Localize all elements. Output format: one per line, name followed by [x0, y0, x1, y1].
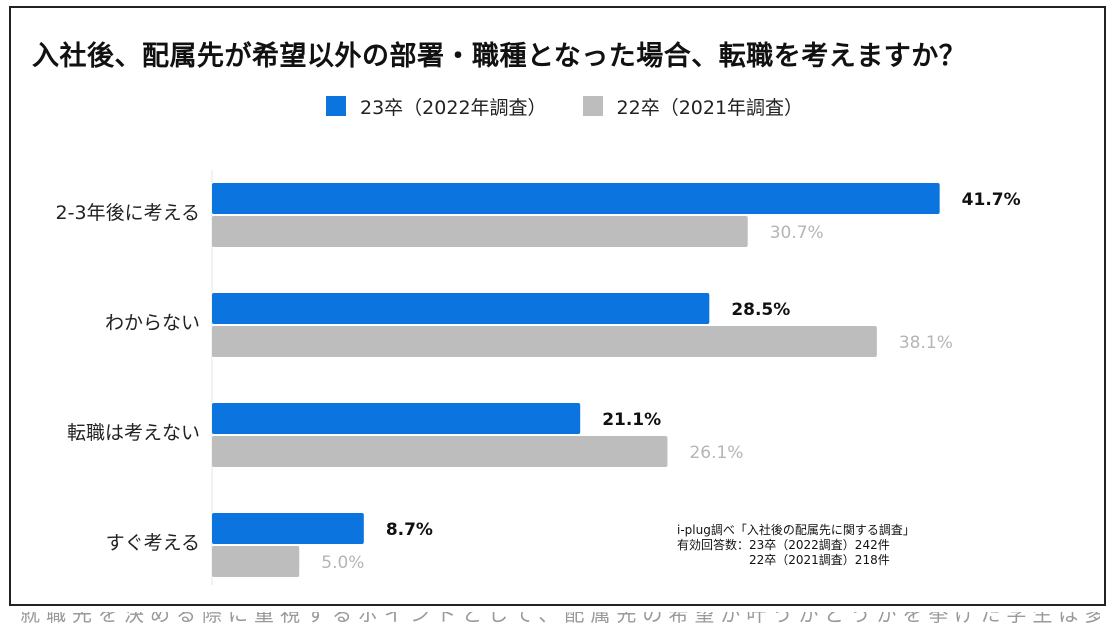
bar-22: [212, 436, 668, 467]
legend-swatch-22: [582, 96, 603, 116]
bar-22: [212, 216, 748, 247]
bar-22: [212, 326, 877, 357]
data-label-23: 28.5%: [731, 300, 790, 320]
data-label-22: 26.1%: [689, 443, 743, 463]
footer-cutoff-text: 就職先を決める際に重視するポイントとして、配属先の希望が叶うかどうかを挙げた学生…: [20, 612, 1100, 624]
data-label-22: 5.0%: [321, 553, 364, 573]
data-label-22: 38.1%: [899, 333, 953, 353]
bar-23: [212, 183, 940, 214]
source-line-3: 22卒（2021調査）218件: [677, 553, 890, 567]
chart-legend: 23卒（2022年調査） 22卒（2021年調査）: [326, 92, 839, 120]
data-label-23: 8.7%: [386, 520, 433, 540]
legend-label-22: 22卒（2021年調査）: [616, 96, 804, 119]
bar-23: [212, 293, 710, 324]
data-label-23: 21.1%: [602, 410, 661, 430]
source-line-2: 有効回答数：23卒（2022調査）242件: [677, 538, 890, 552]
bar-22: [212, 546, 300, 577]
category-label: わからない: [105, 312, 200, 334]
legend-item-23: 23卒（2022年調査）: [326, 93, 547, 120]
legend-item-22: 22卒（2021年調査）: [582, 93, 804, 120]
category-label: 転職は考えない: [67, 422, 200, 444]
bar-23: [212, 513, 364, 544]
category-label: 2-3年後に考える: [56, 202, 200, 224]
source-note: i-plug調べ「入社後の配属先に関する調査」 有効回答数：23卒（2022調査…: [677, 523, 915, 568]
bar-23: [212, 403, 581, 434]
legend-label-23: 23卒（2022年調査）: [360, 96, 547, 119]
data-label-22: 30.7%: [770, 223, 824, 243]
source-line-1: i-plug調べ「入社後の配属先に関する調査」: [677, 523, 915, 537]
legend-swatch-23: [326, 96, 346, 116]
category-label: すぐ考える: [106, 532, 200, 554]
data-label-23: 41.7%: [962, 190, 1021, 210]
chart-title: 入社後、配属先が希望以外の部署・職種となった場合、転職を考えますか？: [32, 41, 967, 72]
